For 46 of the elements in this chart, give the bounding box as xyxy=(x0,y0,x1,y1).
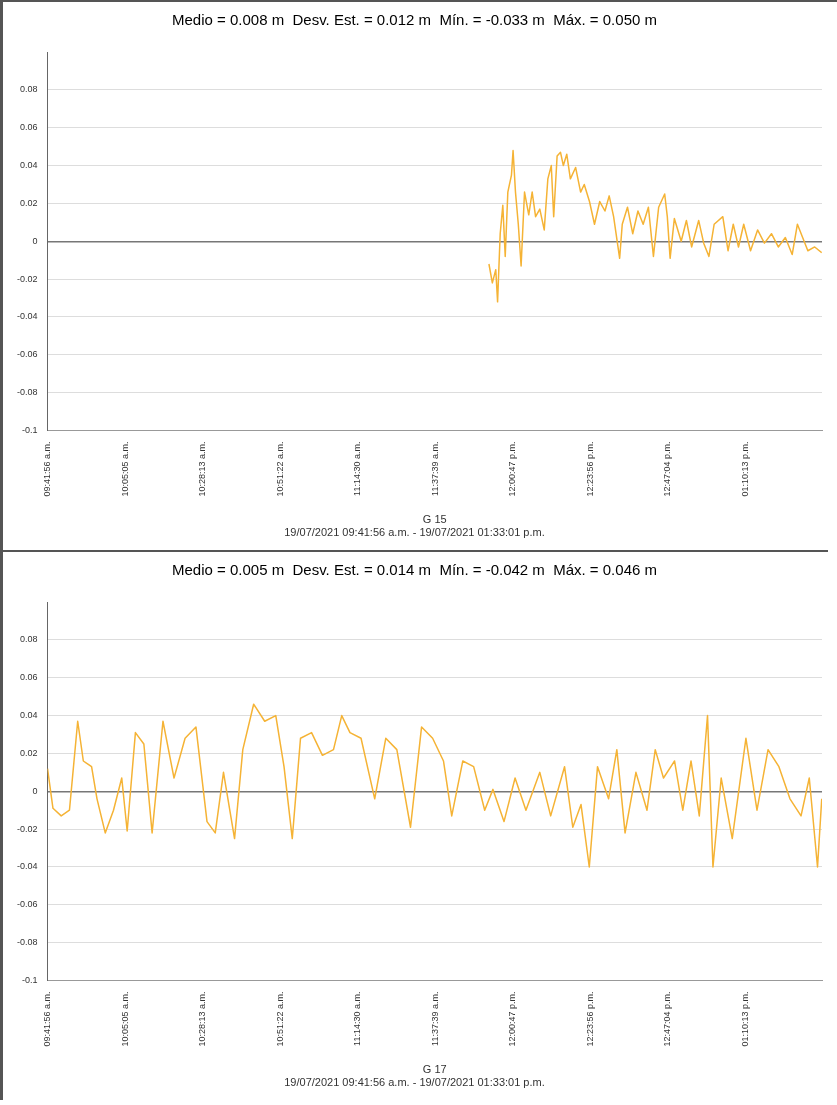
x-tick-label: 01:10:13 p.m. xyxy=(740,991,751,1047)
x-tick-label: 09:41:56 a.m. xyxy=(42,991,52,1047)
y-tick-label: -0.06 xyxy=(17,899,38,910)
x-tick-label: 11:37:39 a.m. xyxy=(429,991,440,1046)
x-tick-label: 10:51:22 a.m. xyxy=(274,441,285,497)
x-tick-label: 12:47:04 p.m. xyxy=(662,441,673,497)
y-tick-label: -0.1 xyxy=(22,975,38,986)
x-tick-label: 11:14:30 a.m. xyxy=(352,991,363,1046)
y-tick-label: -0.04 xyxy=(17,861,38,872)
y-tick-label: 0.08 xyxy=(19,84,38,95)
y-tick-label: 0.02 xyxy=(19,747,38,758)
chart-title: Medio = 0.008 m Desv. Est. = 0.012 m Mín. = -0.033 m Máx. = 0.050 m xyxy=(172,11,657,29)
x-tick-label: 09:41:56 a.m. xyxy=(42,441,52,497)
x-tick-label: 12:00:47 p.m. xyxy=(507,991,518,1047)
y-tick-label: -0.08 xyxy=(17,387,38,398)
x-tick-label: 10:51:22 a.m. xyxy=(274,991,285,1047)
x-tick-label: 10:05:05 a.m. xyxy=(119,991,130,1047)
y-tick-label: 0.06 xyxy=(19,122,38,133)
x-tick-label: 11:14:30 a.m. xyxy=(352,441,363,496)
x-tick-label: 12:23:56 p.m. xyxy=(584,991,595,1047)
x-tick-label: 10:05:05 a.m. xyxy=(119,441,130,497)
y-tick-label: -0.08 xyxy=(17,937,38,948)
y-tick-label: -0.04 xyxy=(17,311,38,322)
x-axis-title: G 15 xyxy=(422,513,447,526)
text: 19/07/2021 09:41:56 a.m. - 19/07/2021 01:33:01 p.m. xyxy=(284,526,545,539)
x-axis-title: G 17 xyxy=(422,1063,447,1076)
y-tick-label: -0.02 xyxy=(17,823,38,834)
y-tick-label: -0.06 xyxy=(17,349,38,360)
y-tick-label: 0 xyxy=(32,785,38,796)
x-tick-label: 01:10:13 p.m. xyxy=(740,441,751,497)
y-tick-label: 0.06 xyxy=(19,672,38,683)
y-tick-label: 0.04 xyxy=(19,710,38,721)
x-tick-label: 12:47:04 p.m. xyxy=(662,991,673,1047)
x-tick-label: 11:37:39 a.m. xyxy=(429,441,440,496)
y-tick-label: -0.02 xyxy=(17,273,38,284)
x-tick-label: 10:28:13 a.m. xyxy=(197,441,208,497)
y-tick-label: 0 xyxy=(32,235,38,246)
x-tick-label: 10:28:13 a.m. xyxy=(197,991,208,1047)
chart-title: Medio = 0.005 m Desv. Est. = 0.014 m Mín. = -0.042 m Máx. = 0.046 m xyxy=(172,561,657,579)
x-tick-label: 12:00:47 p.m. xyxy=(507,441,518,497)
y-tick-label: -0.1 xyxy=(22,425,38,436)
y-tick-label: 0.04 xyxy=(19,160,38,171)
y-tick-label: 0.08 xyxy=(19,634,38,645)
text: 19/07/2021 09:41:56 a.m. - 19/07/2021 01:33:01 p.m. xyxy=(284,1076,545,1089)
y-tick-label: 0.02 xyxy=(19,197,38,208)
x-tick-label: 12:23:56 p.m. xyxy=(584,441,595,497)
